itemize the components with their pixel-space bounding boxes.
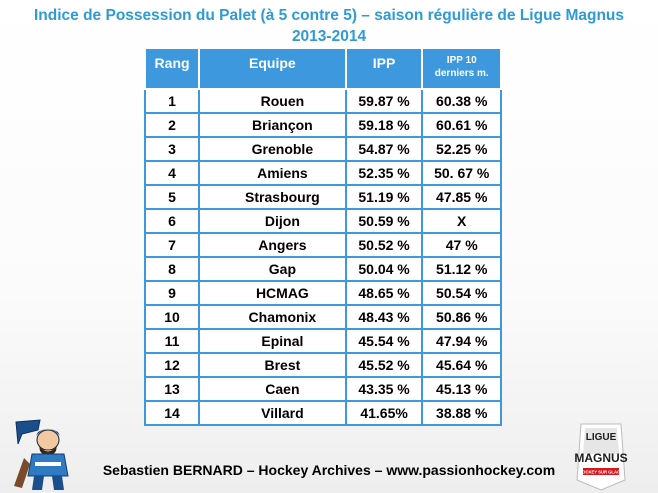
- team-cell: Brest: [198, 352, 347, 378]
- ipp-cell: 52.35 %: [344, 160, 424, 186]
- table-row: 3 Grenoble 54.87 % 52.25 %: [143, 136, 502, 162]
- rank-cell: 2: [143, 112, 201, 138]
- chart-title: Indice de Possession du Palet (à 5 contr…: [0, 5, 658, 47]
- team-cell: Epinal: [198, 328, 347, 354]
- title-line-2: 2013-2014: [291, 28, 367, 45]
- ipp10-cell: 50.54 %: [421, 280, 502, 306]
- ipp10-cell: 38.88 %: [421, 400, 502, 426]
- rank-cell: 9: [143, 280, 201, 306]
- header-ipp: IPP: [344, 47, 424, 90]
- ipp10-cell: 47.85 %: [421, 184, 502, 210]
- table-row: 7 Angers 50.52 % 47 %: [143, 232, 502, 258]
- table-row: 9 HCMAG 48.65 % 50.54 %: [143, 280, 502, 306]
- team-cell: HCMAG: [198, 280, 347, 306]
- ipp10-cell: 60.61 %: [421, 112, 502, 138]
- ipp-cell: 48.43 %: [344, 304, 424, 330]
- ipp-cell: 59.18 %: [344, 112, 424, 138]
- ipp10-cell: 52.25 %: [421, 136, 502, 162]
- rank-cell: 12: [143, 352, 201, 378]
- ipp-cell: 45.52 %: [344, 352, 424, 378]
- header-rang: Rang: [143, 47, 201, 90]
- table-row: 14 Villard 41.65% 38.88 %: [143, 400, 502, 426]
- ipp-cell: 54.87 %: [344, 136, 424, 162]
- ipp10-cell: X: [421, 208, 502, 234]
- logo-text-magnus: MAGNUS: [574, 451, 627, 465]
- rank-cell: 6: [143, 208, 201, 234]
- team-cell: Grenoble: [198, 136, 347, 162]
- header-ipp10-line-1: IPP 10: [446, 55, 477, 66]
- rank-cell: 13: [143, 376, 201, 402]
- table-row: 11 Epinal 45.54 % 47.94 %: [143, 328, 502, 354]
- hockey-player-logo-icon: [14, 419, 69, 490]
- ipp10-cell: 47.94 %: [421, 328, 502, 354]
- team-cell: Rouen: [198, 88, 347, 114]
- table-header-row: Rang Equipe IPP IPP 10 derniers m.: [143, 47, 502, 90]
- rank-cell: 7: [143, 232, 201, 258]
- table-row: 6 Dijon 50.59 % X: [143, 208, 502, 234]
- table-row: 12 Brest 45.52 % 45.64 %: [143, 352, 502, 378]
- ipp10-cell: 50.86 %: [421, 304, 502, 330]
- ipp-cell: 48.65 %: [344, 280, 424, 306]
- team-cell: Chamonix: [198, 304, 347, 330]
- rank-cell: 14: [143, 400, 201, 426]
- logo-text-ligue: LIGUE: [586, 432, 617, 443]
- team-cell: Angers: [198, 232, 347, 258]
- header-ipp10: IPP 10 derniers m.: [421, 47, 502, 90]
- ipp-cell: 45.54 %: [344, 328, 424, 354]
- ipp-cell: 50.59 %: [344, 208, 424, 234]
- logo-text-hockey-sur-glace: HOCKEY SUR GLACE: [579, 470, 623, 475]
- ipp10-cell: 60.38 %: [421, 88, 502, 114]
- ipp10-cell: 50. 67 %: [421, 160, 502, 186]
- ipp10-cell: 45.13 %: [421, 376, 502, 402]
- title-line-1: Indice de Possession du Palet (à 5 contr…: [33, 7, 625, 24]
- ligue-magnus-logo-icon: LIGUE MAGNUS HOCKEY SUR GLACE: [574, 423, 628, 491]
- team-cell: Amiens: [198, 160, 347, 186]
- header-equipe: Equipe: [198, 47, 347, 90]
- ipp-cell: 43.35 %: [344, 376, 424, 402]
- ipp10-cell: 45.64 %: [421, 352, 502, 378]
- team-cell: Dijon: [198, 208, 347, 234]
- rank-cell: 8: [143, 256, 201, 282]
- ipp-cell: 50.04 %: [344, 256, 424, 282]
- table-body: 1 Rouen 59.87 % 60.38 % 2 Briançon 59.18 % 60.6…: [143, 88, 502, 426]
- ipp-cell: 59.87 %: [344, 88, 424, 114]
- team-cell: Gap: [198, 256, 347, 282]
- table-row: 4 Amiens 52.35 % 50. 67 %: [143, 160, 502, 186]
- rank-cell: 4: [143, 160, 201, 186]
- rank-cell: 5: [143, 184, 201, 210]
- team-cell: Briançon: [198, 112, 347, 138]
- table-row: 5 Strasbourg 51.19 % 47.85 %: [143, 184, 502, 210]
- ipp-cell: 51.19 %: [344, 184, 424, 210]
- team-cell: Caen: [198, 376, 347, 402]
- rank-cell: 3: [143, 136, 201, 162]
- table-row: 10 Chamonix 48.43 % 50.86 %: [143, 304, 502, 330]
- ipp-cell: 50.52 %: [344, 232, 424, 258]
- table-row: 1 Rouen 59.87 % 60.38 %: [143, 88, 502, 114]
- ipp-table: Rang Equipe IPP IPP 10 derniers m. 1 Roue…: [143, 47, 502, 426]
- rank-cell: 11: [143, 328, 201, 354]
- table-row: 13 Caen 43.35 % 45.13 %: [143, 376, 502, 402]
- ipp-cell: 41.65%: [344, 400, 424, 426]
- ipp10-cell: 47 %: [421, 232, 502, 258]
- header-ipp10-line-2: derniers m.: [434, 68, 489, 79]
- team-cell: Strasbourg: [198, 184, 347, 210]
- footer-credit: Sebastien BERNARD – Hockey Archives – ww…: [102, 462, 556, 478]
- rank-cell: 1: [143, 88, 201, 114]
- table-row: 2 Briançon 59.18 % 60.61 %: [143, 112, 502, 138]
- ipp10-cell: 51.12 %: [421, 256, 502, 282]
- rank-cell: 10: [143, 304, 201, 330]
- team-cell: Villard: [198, 400, 347, 426]
- table-row: 8 Gap 50.04 % 51.12 %: [143, 256, 502, 282]
